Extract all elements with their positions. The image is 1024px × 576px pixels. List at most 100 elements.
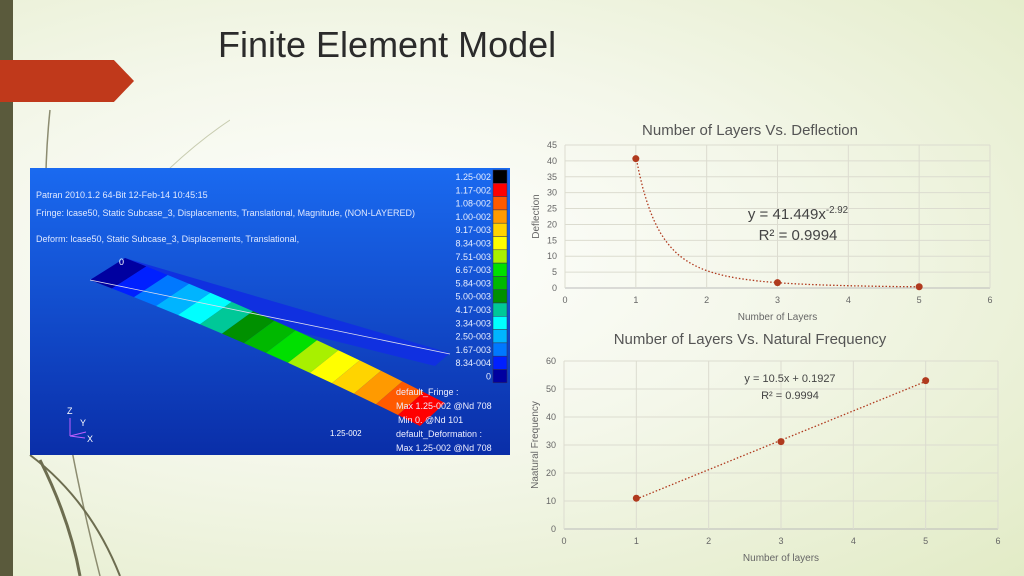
legend-value: 2.50-003 bbox=[455, 332, 491, 342]
legend-swatch bbox=[492, 222, 508, 237]
y-tick-label: 35 bbox=[547, 172, 557, 182]
fringe-band bbox=[178, 292, 232, 325]
legend-value: 1.67-003 bbox=[455, 345, 491, 355]
legend-swatch bbox=[492, 329, 508, 344]
data-point bbox=[915, 283, 923, 291]
info-line: Max 1.25-002 @Nd 708 bbox=[396, 443, 492, 453]
axis-y: Y bbox=[80, 418, 86, 428]
info-line: default_Deformation : bbox=[396, 429, 482, 439]
y-tick-label: 30 bbox=[547, 188, 557, 198]
x-tick-label: 5 bbox=[923, 536, 928, 546]
x-tick-label: 4 bbox=[851, 536, 856, 546]
y-tick-label: 40 bbox=[547, 156, 557, 166]
x-axis-label: Number of Layers bbox=[738, 312, 817, 323]
legend-swatch bbox=[492, 169, 508, 184]
data-point bbox=[632, 155, 640, 163]
r-squared: R² = 0.9994 bbox=[759, 227, 838, 244]
x-tick-label: 0 bbox=[561, 536, 566, 546]
legend-swatch bbox=[492, 236, 508, 251]
legend-swatch bbox=[492, 316, 508, 330]
deformed-beam bbox=[89, 258, 451, 426]
y-tick-label: 10 bbox=[546, 496, 556, 506]
legend-swatch bbox=[492, 262, 508, 277]
info-line: Max 1.25-002 @Nd 708 bbox=[396, 401, 492, 411]
data-point bbox=[774, 279, 781, 287]
axis-z: Z bbox=[67, 406, 73, 416]
node-label: 0 bbox=[119, 257, 124, 267]
fringe-band bbox=[266, 330, 317, 363]
x-tick-label: 5 bbox=[917, 295, 922, 305]
legend-swatch bbox=[492, 276, 508, 290]
info-line: Min 0. @Nd 101 bbox=[398, 415, 463, 425]
y-tick-label: 0 bbox=[552, 283, 557, 293]
legend-swatch bbox=[492, 369, 508, 384]
x-axis-label: Number of layers bbox=[743, 553, 819, 564]
mesh-edge bbox=[89, 279, 451, 355]
data-point bbox=[922, 377, 930, 385]
y-tick-label: 30 bbox=[546, 440, 556, 450]
fem-header: Patran 2010.1.2 64-Bit 12-Feb-14 10:45:1… bbox=[36, 190, 208, 200]
x-tick-label: 3 bbox=[775, 295, 780, 305]
fringe-band bbox=[332, 360, 381, 394]
fem-fringe: Fringe: lcase50, Static Subcase_3, Displ… bbox=[36, 208, 416, 218]
data-point bbox=[632, 494, 640, 502]
fringe-legend: 1.25-002 1.17-002 1.08-002 1.00-002 9.17-003… bbox=[330, 169, 508, 438]
x-tick-label: 3 bbox=[778, 536, 783, 546]
legend-swatch bbox=[492, 196, 508, 211]
y-tick-label: 5 bbox=[552, 267, 557, 277]
x-tick-label: 2 bbox=[704, 295, 709, 305]
trendline-equation: y = 10.5x + 0.1927 bbox=[744, 373, 835, 385]
y-tick-label: 50 bbox=[546, 384, 556, 394]
legend-value: 3.34-003 bbox=[455, 318, 491, 328]
legend-value: 1.08-002 bbox=[455, 199, 491, 209]
frequency-chart: 0 10 20 30 40 50 60 0 1 2 3 4 5 6 Number of layers Naat… bbox=[530, 356, 1001, 564]
y-tick-label: 25 bbox=[547, 204, 557, 214]
y-tick-label: 45 bbox=[547, 140, 557, 150]
y-tick-label: 20 bbox=[546, 468, 556, 478]
y-tick-label: 10 bbox=[547, 251, 557, 261]
y-tick-label: 0 bbox=[551, 524, 556, 534]
x-tick-label: 0 bbox=[562, 295, 567, 305]
legend-swatch bbox=[492, 342, 508, 357]
fringe-band bbox=[90, 258, 147, 289]
legend-swatch bbox=[492, 355, 508, 370]
tip-label: 1.25-002 bbox=[330, 429, 362, 438]
equation-text: y = 10.5x + 0.1927 bbox=[744, 373, 835, 385]
equation-text: y = 41.449x bbox=[748, 206, 826, 223]
fringe-band bbox=[354, 370, 403, 405]
data-point bbox=[777, 438, 785, 446]
axis-x: X bbox=[87, 434, 93, 444]
legend-value: 6.67-003 bbox=[455, 265, 491, 275]
fem-info: default_Fringe : Max 1.25-002 @Nd 708 Min … bbox=[396, 387, 492, 453]
fem-deform: Deform: lcase50, Static Subcase_3, Displ… bbox=[36, 234, 300, 244]
fringe-band bbox=[200, 301, 253, 334]
legend-value: 5.00-003 bbox=[455, 292, 491, 302]
legend-value: 4.17-003 bbox=[455, 305, 491, 315]
page-title: Finite Element Model bbox=[218, 24, 557, 65]
y-tick-label: 15 bbox=[547, 235, 557, 245]
chart1-title: Number of Layers Vs. Deflection bbox=[642, 122, 858, 139]
legend-value: 9.17-003 bbox=[455, 225, 491, 235]
fringe-band bbox=[112, 266, 168, 298]
y-axis-label: Naatural Frequency bbox=[530, 401, 541, 489]
fem-model-graphic: 0 1.25-002 1.17-002 1.08-002 1.00-002 9.17-0… bbox=[30, 168, 510, 455]
legend-value: 7.51-003 bbox=[455, 252, 491, 262]
x-tick-label: 1 bbox=[633, 295, 638, 305]
fringe-band bbox=[310, 350, 360, 384]
info-line: default_Fringe : bbox=[396, 387, 459, 397]
y-tick-label: 40 bbox=[546, 412, 556, 422]
left-accent-strip bbox=[0, 0, 13, 576]
legend-value: 1.25-002 bbox=[455, 172, 491, 182]
x-tick-label: 1 bbox=[634, 536, 639, 546]
legend-value: 0 bbox=[486, 372, 491, 382]
legend-swatch bbox=[492, 289, 508, 304]
fringe-band bbox=[222, 311, 275, 344]
y-axis-label: Deflection bbox=[531, 194, 542, 238]
fringe-band bbox=[398, 392, 445, 426]
fem-model-image: 0 1.25-002 1.17-002 1.08-002 1.00-002 9.17-0… bbox=[30, 168, 510, 455]
trendline-equation: y = 41.449x-2.92 bbox=[748, 205, 848, 223]
legend-swatch bbox=[492, 183, 508, 197]
x-tick-label: 6 bbox=[987, 295, 992, 305]
y-tick-label: 60 bbox=[546, 356, 556, 366]
